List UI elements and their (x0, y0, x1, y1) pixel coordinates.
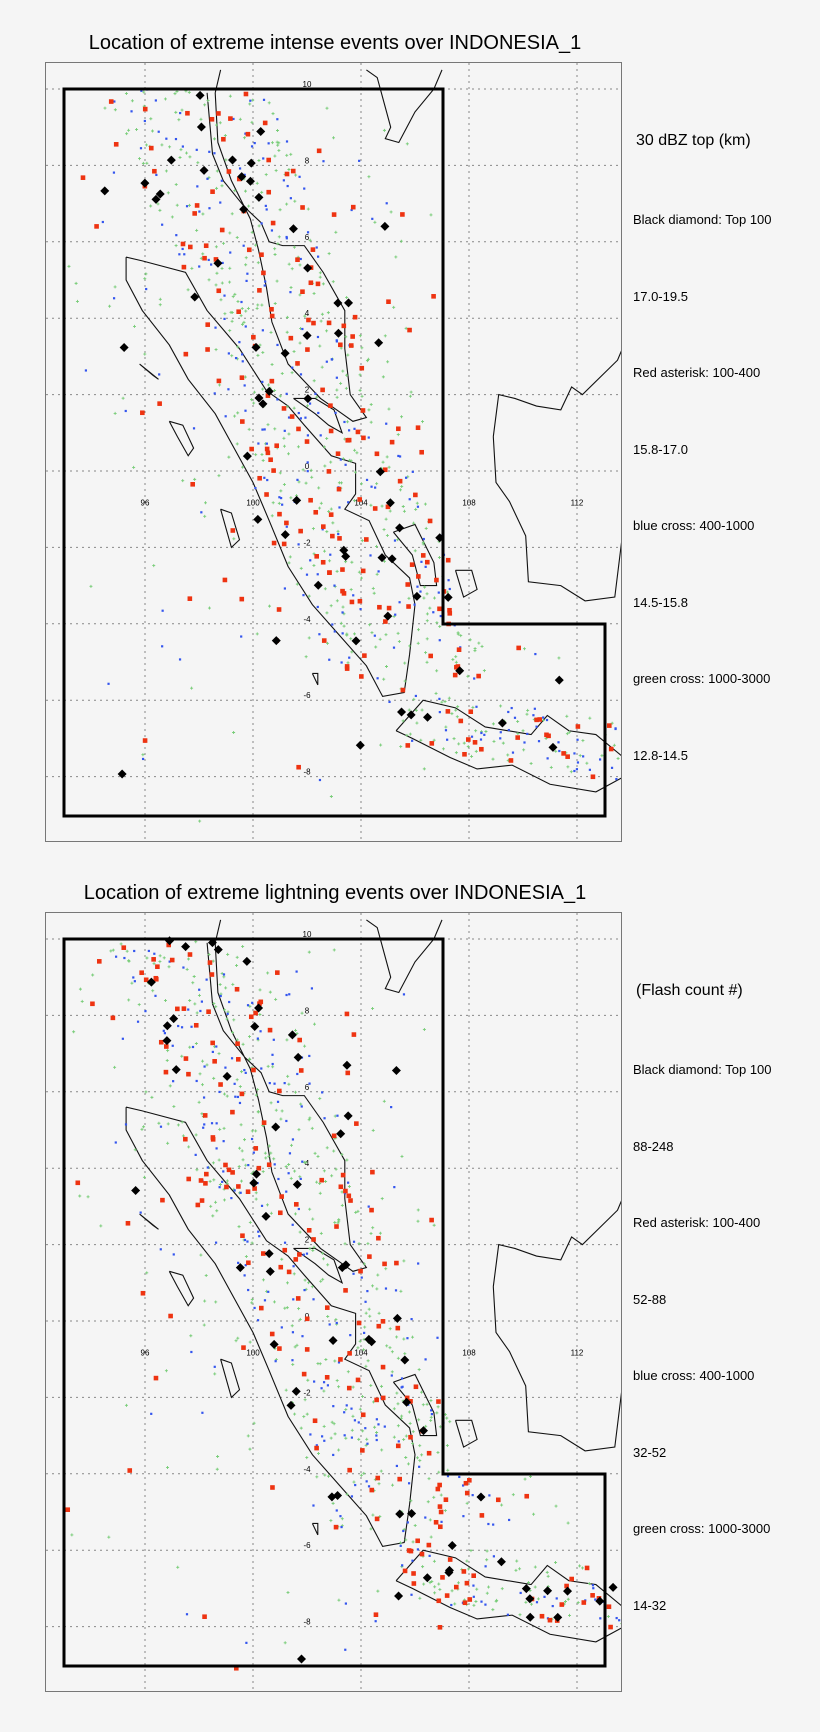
svg-text:-6: -6 (303, 691, 311, 700)
svg-text:0: 0 (305, 1312, 310, 1321)
map-frame (45, 62, 622, 842)
svg-text:8: 8 (305, 1006, 310, 1015)
svg-text:-6: -6 (303, 1541, 311, 1550)
svg-text:-4: -4 (303, 1465, 311, 1474)
svg-text:104: 104 (354, 1349, 368, 1358)
chart-title: Location of extreme intense events over … (88, 32, 582, 54)
svg-text:-8: -8 (303, 1618, 311, 1627)
svg-text:-2: -2 (303, 1388, 311, 1397)
svg-text:2: 2 (305, 1236, 310, 1245)
legend-item: green cross: 1000-3000 (633, 671, 771, 686)
svg-text:100: 100 (246, 499, 260, 508)
legend-item: green cross: 1000-3000 (633, 1521, 771, 1536)
svg-text:100: 100 (246, 1349, 260, 1358)
svg-text:10: 10 (303, 930, 312, 939)
svg-text:112: 112 (571, 1349, 584, 1358)
svg-text:10: 10 (303, 80, 312, 89)
legend-range: 14-32 (633, 1598, 667, 1613)
panel-lightning-events: Location of extreme lightning events ove… (0, 850, 820, 1716)
map-frame (45, 912, 622, 1692)
legend-item: Black diamond: Top 100 (633, 1062, 772, 1077)
svg-text:96: 96 (141, 1349, 150, 1358)
legend-range: 12.8-14.5 (633, 748, 688, 763)
legend-item: blue cross: 400-1000 (633, 518, 755, 533)
svg-text:-2: -2 (303, 538, 311, 547)
legend-range: 52-88 (633, 1292, 667, 1307)
svg-text:4: 4 (305, 1159, 310, 1168)
legend-range: 88-248 (633, 1139, 674, 1154)
legend-header: 30 dBZ top (km) (636, 132, 751, 149)
legend-item: Black diamond: Top 100 (633, 212, 772, 227)
legend-range: 14.5-15.8 (633, 595, 688, 610)
legend-range: 15.8-17.0 (633, 442, 688, 457)
svg-text:96: 96 (141, 499, 150, 508)
svg-text:2: 2 (305, 386, 310, 395)
svg-text:-8: -8 (303, 768, 311, 777)
svg-text:112: 112 (571, 499, 584, 508)
svg-text:108: 108 (462, 1349, 476, 1358)
svg-text:104: 104 (354, 499, 368, 508)
panel-intense-events: Location of extreme intense events over … (45, 32, 772, 842)
chart-title: Location of extreme lightning events ove… (83, 882, 587, 904)
legend-header: (Flash count #) (636, 982, 743, 999)
legend-item: Red asterisk: 100-400 (633, 365, 761, 380)
svg-text:6: 6 (305, 233, 310, 242)
svg-text:108: 108 (462, 499, 476, 508)
legend-range: 17.0-19.5 (633, 289, 688, 304)
svg-text:8: 8 (305, 156, 310, 165)
legend-item: Red asterisk: 100-400 (633, 1215, 761, 1230)
svg-text:6: 6 (305, 1083, 310, 1092)
svg-text:0: 0 (305, 462, 310, 471)
svg-text:-4: -4 (303, 615, 311, 624)
legend-item: blue cross: 400-1000 (633, 1368, 755, 1383)
legend-range: 32-52 (633, 1445, 667, 1460)
svg-text:4: 4 (305, 309, 310, 318)
